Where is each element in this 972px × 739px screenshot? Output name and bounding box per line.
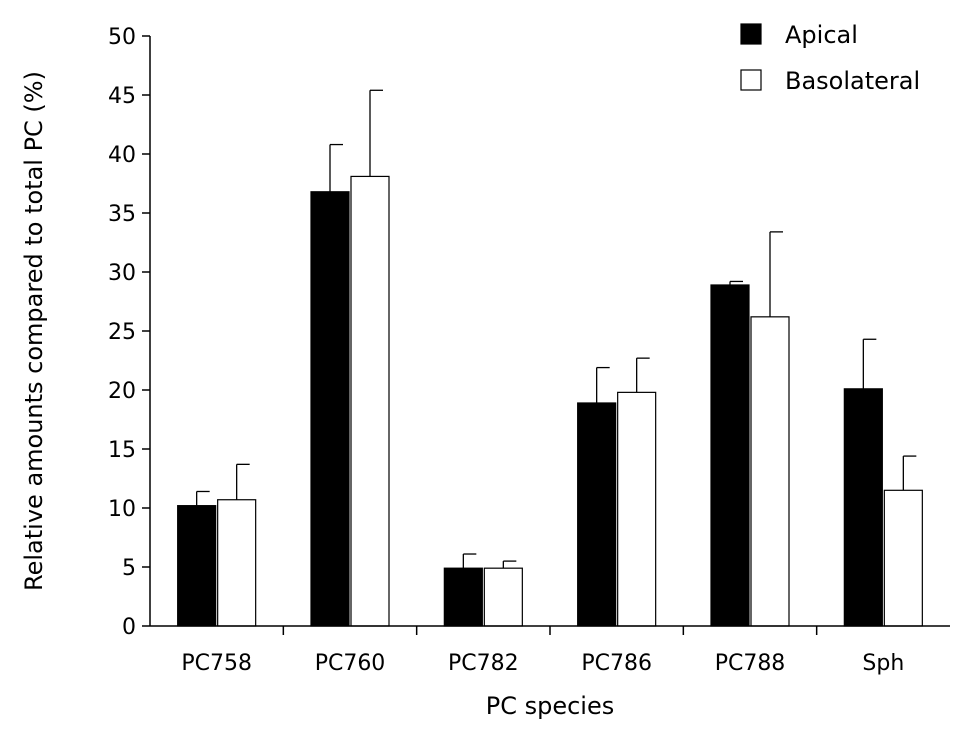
axes xyxy=(149,36,950,627)
legend-label-basolateral: Basolateral xyxy=(785,67,920,95)
y-tick-label: 5 xyxy=(122,556,136,581)
y-tick-label: 30 xyxy=(108,261,136,286)
plot-area xyxy=(177,89,923,627)
bar-apical-pc758 xyxy=(177,505,217,627)
bar-basolateral-pc786 xyxy=(617,391,657,627)
y-tick-label: 50 xyxy=(108,25,136,50)
x-tick-label: PC786 xyxy=(581,651,652,676)
bar-apical-sph xyxy=(843,388,883,627)
x-tick-label: Sph xyxy=(862,651,904,676)
y-tick-label: 40 xyxy=(108,143,136,168)
x-tick-label: PC758 xyxy=(181,651,252,676)
y-tick-label: 35 xyxy=(108,202,136,227)
x-axis-title: PC species xyxy=(486,692,615,720)
bar-basolateral-pc758 xyxy=(217,499,257,627)
x-tick-label: PC788 xyxy=(715,651,786,676)
y-tick-label: 15 xyxy=(108,438,136,463)
y-axis-title: Relative amounts compared to total PC (%… xyxy=(20,71,48,591)
y-tick-label: 20 xyxy=(108,379,136,404)
bar-basolateral-pc782 xyxy=(483,567,523,627)
legend-swatch-basolateral xyxy=(740,69,762,91)
bar-apical-pc788 xyxy=(710,284,750,627)
x-tick-label: PC782 xyxy=(448,651,519,676)
legend: Apical Basolateral xyxy=(740,21,920,95)
x-axis-ticks: PC758 PC760 PC782 PC786 PC788 Sph xyxy=(181,626,904,676)
legend-swatch-apical xyxy=(740,23,762,45)
y-axis-ticks: 0 5 10 15 20 25 30 35 40 45 50 xyxy=(108,25,150,640)
y-tick-label: 25 xyxy=(108,320,136,345)
y-tick-label: 45 xyxy=(108,84,136,109)
legend-label-apical: Apical xyxy=(785,21,858,49)
bar-apical-pc786 xyxy=(577,402,617,627)
bar-basolateral-pc760 xyxy=(350,175,390,627)
y-tick-label: 0 xyxy=(122,615,136,640)
x-tick-label: PC760 xyxy=(315,651,386,676)
bar-basolateral-pc788 xyxy=(750,316,790,627)
bar-apical-pc760 xyxy=(310,191,350,627)
bar-basolateral-sph xyxy=(883,489,923,627)
y-tick-label: 10 xyxy=(108,497,136,522)
bar-apical-pc782 xyxy=(443,567,483,627)
